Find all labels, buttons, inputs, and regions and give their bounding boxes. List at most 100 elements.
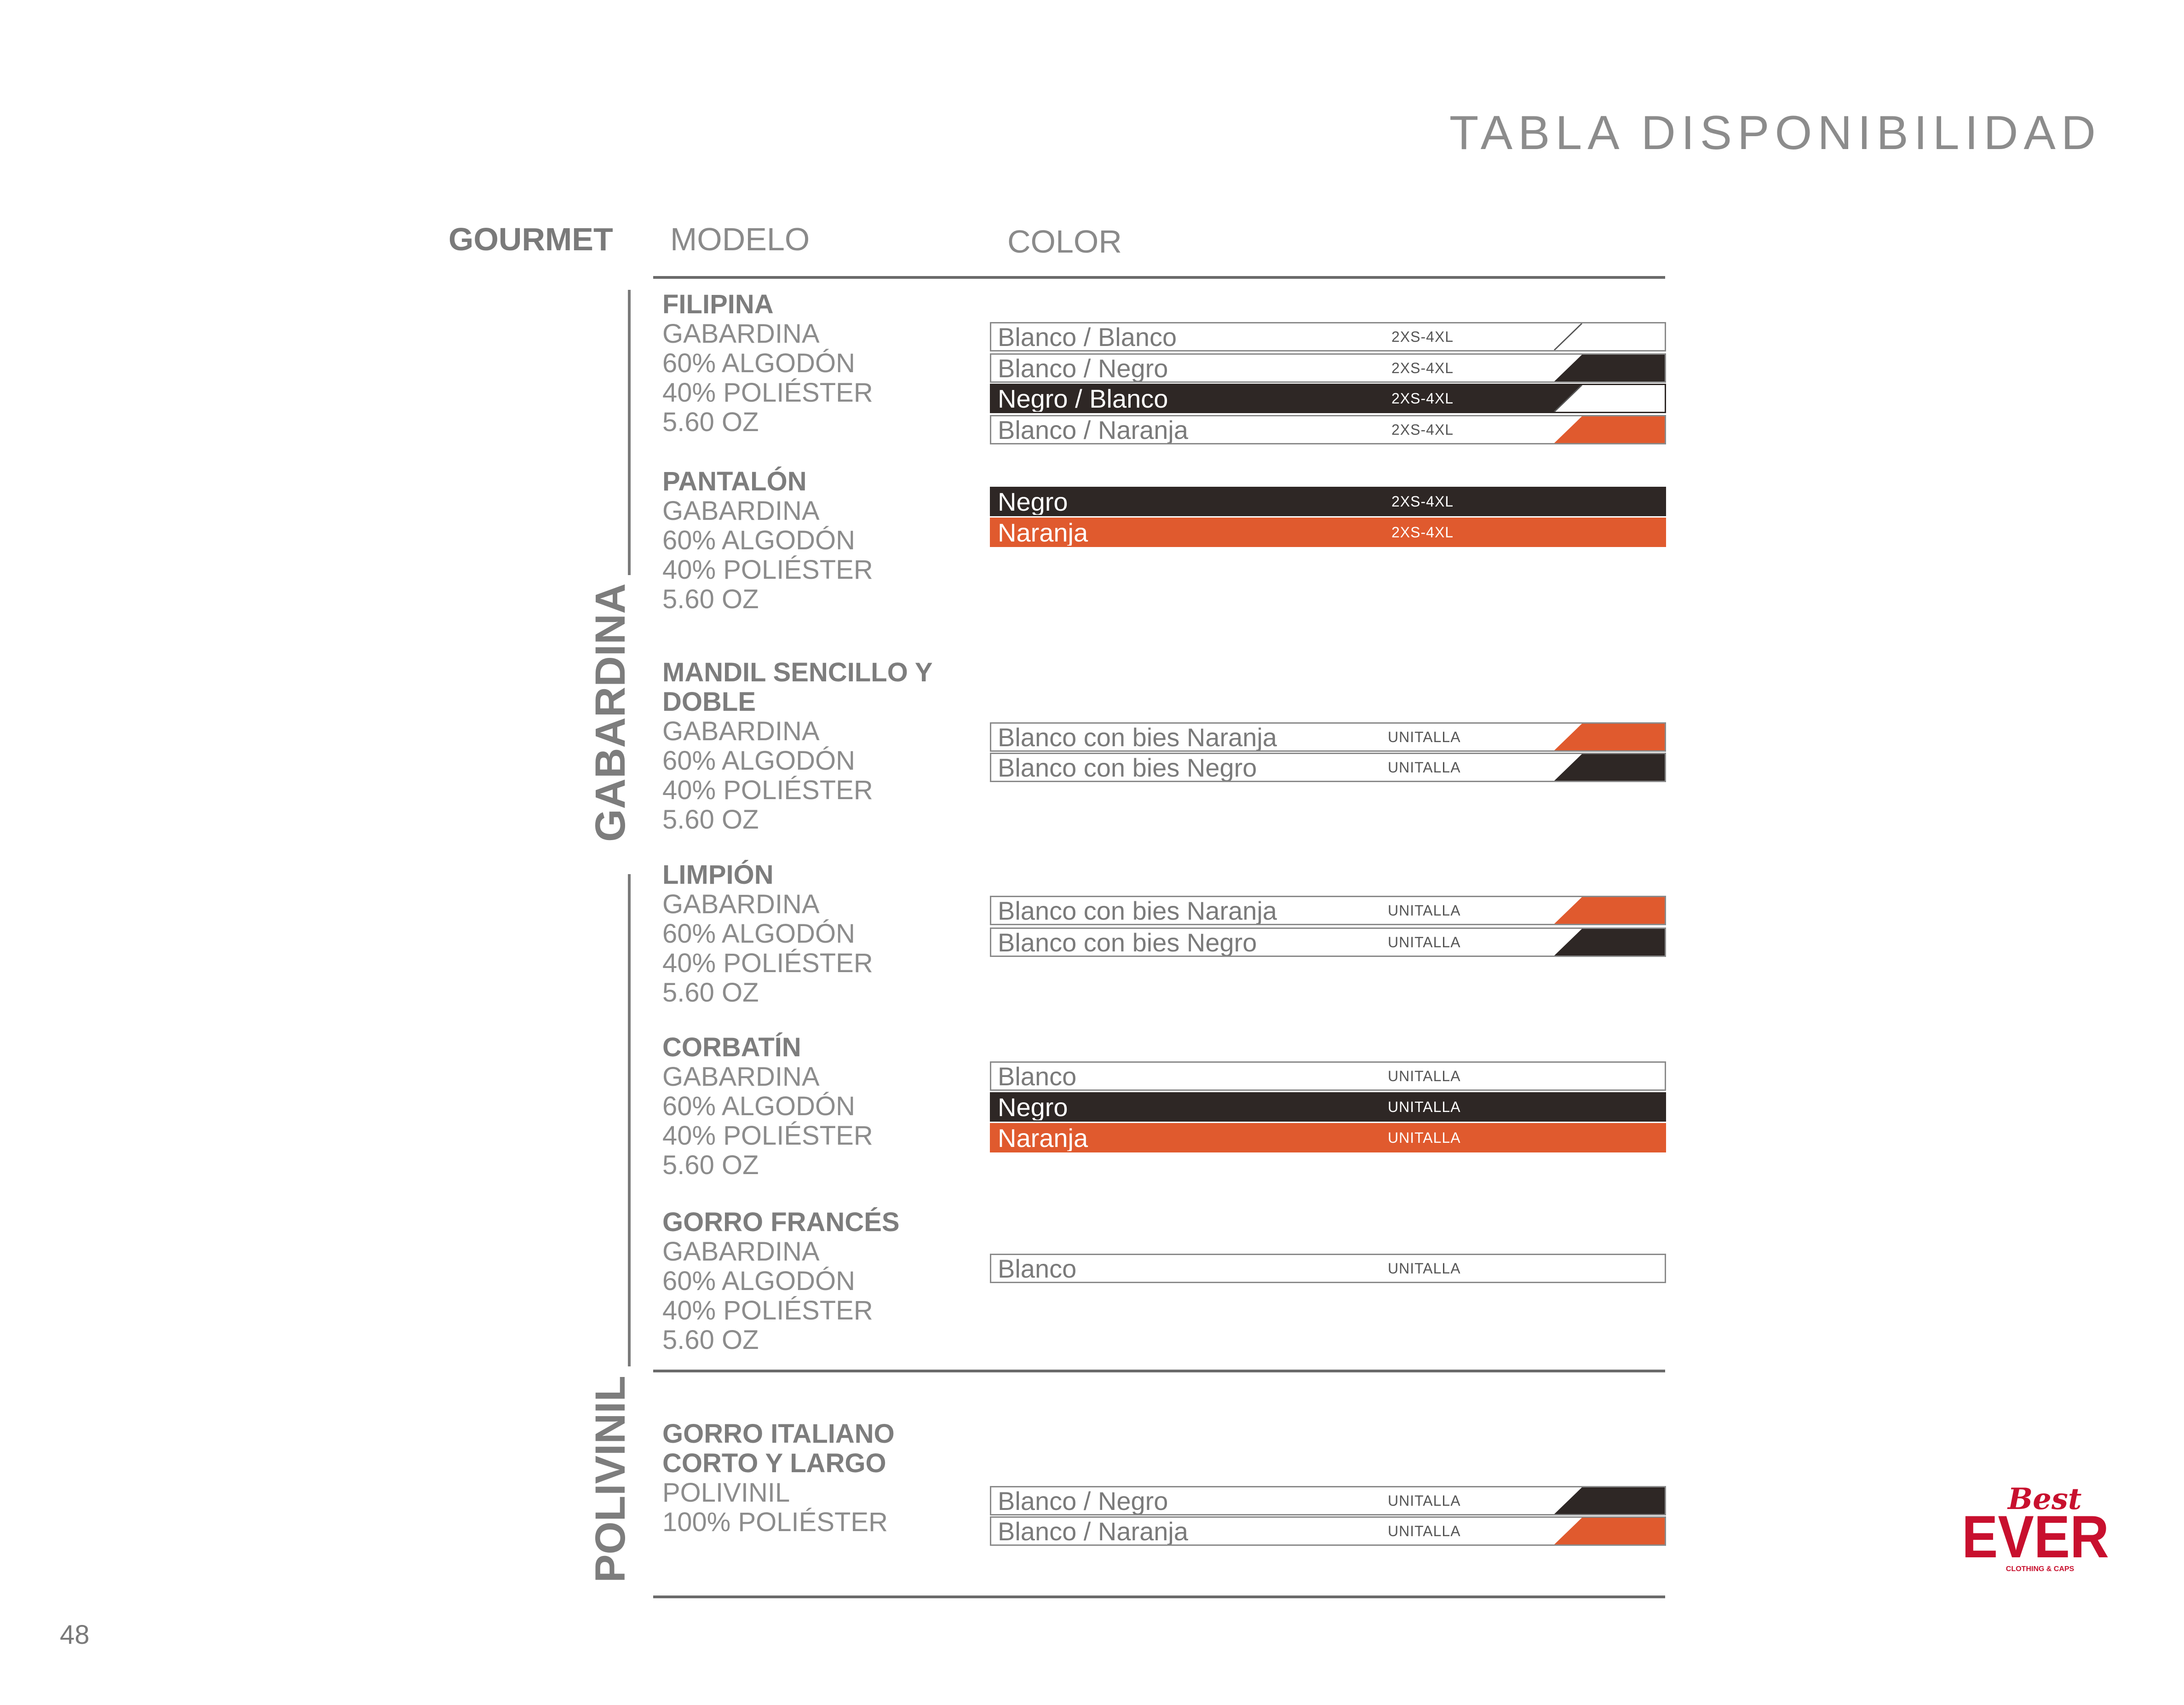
section-header: GOURMET: [448, 221, 613, 257]
color-swatch-icon: [1553, 323, 1665, 350]
size-range: UNITALLA: [1388, 1098, 1461, 1115]
color-row: Blanco con bies Negro UNITALLA: [990, 927, 1666, 957]
color-row: Negro / Blanco 2XS-4XL: [990, 384, 1666, 413]
product-spec-line: GABARDINA: [662, 889, 820, 919]
color-row: Blanco con bies Naranja UNITALLA: [990, 896, 1666, 925]
product-spec-line: POLIVINIL: [662, 1478, 790, 1508]
size-range: UNITALLA: [1388, 759, 1461, 776]
product-spec-line: 60% ALGODÓN: [662, 525, 856, 555]
color-swatch-icon: [1554, 724, 1665, 750]
product-spec-line: 40% POLIÉSTER: [662, 1296, 873, 1325]
brand-logo: Best EVER CLOTHING & CAPS: [1962, 1482, 2114, 1576]
color-label: Blanco: [998, 1254, 1077, 1283]
category-label-polivinil: POLIVINIL: [587, 1376, 634, 1583]
product-spec: FILIPINA GABARDINA 60% ALGODÓN 40% POLIÉSTE…: [662, 290, 873, 437]
color-label: Blanco con bies Naranja: [998, 722, 1277, 752]
product-spec-line: GABARDINA: [662, 1237, 820, 1267]
model-column-header: MODELO: [670, 221, 810, 257]
color-label: Blanco / Negro: [998, 1486, 1168, 1515]
product-name: FILIPINA: [662, 289, 774, 319]
color-label: Blanco con bies Negro: [998, 753, 1257, 782]
product-spec-line: 40% POLIÉSTER: [662, 1121, 873, 1151]
product-spec: LIMPIÓN GABARDINA 60% ALGODÓN 40% POLIÉSTER…: [662, 860, 873, 1008]
product-spec-line: 5.60 OZ: [662, 978, 759, 1008]
color-swatch-icon: [1554, 1487, 1665, 1514]
product-spec-line: 5.60 OZ: [662, 1325, 759, 1355]
color-row: Blanco UNITALLA: [990, 1254, 1666, 1283]
product-name: GORRO ITALIANO: [662, 1419, 895, 1449]
color-swatch-icon: [1554, 355, 1665, 381]
product-spec-line: 40% POLIÉSTER: [662, 555, 873, 585]
product-name: GORRO FRANCÉS: [662, 1207, 900, 1237]
size-range: 2XS-4XL: [1391, 390, 1454, 407]
svg-text:CLOTHING & CAPS: CLOTHING & CAPS: [2006, 1565, 2075, 1573]
product-spec-line: 5.60 OZ: [662, 1150, 759, 1180]
size-range: 2XS-4XL: [1391, 493, 1454, 510]
product-name: CORBATÍN: [662, 1032, 801, 1062]
size-range: 2XS-4XL: [1391, 328, 1454, 345]
size-range: UNITALLA: [1388, 1522, 1461, 1539]
product-spec-line: 5.60 OZ: [662, 805, 759, 835]
color-swatch-icon: [1554, 416, 1665, 443]
product-spec: CORBATÍN GABARDINA 60% ALGODÓN 40% POLIÉSTE…: [662, 1033, 873, 1180]
product-spec: PANTALÓN GABARDINA 60% ALGODÓN 40% POLIÉSTE…: [662, 467, 873, 614]
product-name: CORTO Y LARGO: [662, 1448, 886, 1478]
bottom-divider: [653, 1596, 1665, 1598]
color-row: Blanco / Blanco 2XS-4XL: [990, 322, 1666, 351]
product-spec-line: 5.60 OZ: [662, 584, 759, 614]
product-name: DOBLE: [662, 687, 756, 717]
color-label: Negro: [998, 1092, 1068, 1122]
color-swatch-icon: [1554, 754, 1665, 781]
color-row: Blanco UNITALLA: [990, 1061, 1666, 1091]
size-range: UNITALLA: [1388, 1492, 1461, 1509]
color-label: Blanco / Blanco: [998, 322, 1177, 351]
product-spec-line: 60% ALGODÓN: [662, 1091, 856, 1121]
color-label: Blanco / Naranja: [998, 415, 1189, 444]
size-range: UNITALLA: [1388, 1129, 1461, 1146]
color-label: Negro / Blanco: [998, 384, 1168, 413]
product-name: PANTALÓN: [662, 467, 807, 496]
color-label: Naranja: [998, 518, 1088, 547]
color-label: Blanco con bies Negro: [998, 927, 1257, 957]
color-label: Blanco / Negro: [998, 353, 1168, 383]
color-row: Naranja UNITALLA: [990, 1123, 1666, 1152]
color-row: Blanco / Naranja UNITALLA: [990, 1516, 1666, 1546]
category-divider: [653, 1370, 1665, 1372]
color-row: Naranja 2XS-4XL: [990, 518, 1666, 547]
svg-text:Best: Best: [2007, 1484, 2081, 1516]
color-row: Negro 2XS-4XL: [990, 487, 1666, 516]
size-range: 2XS-4XL: [1391, 359, 1454, 376]
product-spec-line: GABARDINA: [662, 319, 820, 349]
product-spec-line: 60% ALGODÓN: [662, 746, 856, 776]
product-spec-line: 60% ALGODÓN: [662, 348, 856, 378]
color-swatch-icon: [1554, 929, 1665, 956]
product-spec-line: 40% POLIÉSTER: [662, 775, 873, 805]
product-spec-line: 40% POLIÉSTER: [662, 948, 873, 978]
color-swatch-icon: [1553, 385, 1665, 412]
color-label: Naranja: [998, 1123, 1088, 1152]
best-ever-logo-icon: Best EVER CLOTHING & CAPS: [1962, 1482, 2109, 1573]
size-range: UNITALLA: [1388, 728, 1461, 745]
size-range: 2XS-4XL: [1391, 421, 1454, 438]
color-row: Blanco con bies Naranja UNITALLA: [990, 722, 1666, 752]
product-spec: GORRO FRANCÉS GABARDINA 60% ALGODÓN 40% POL…: [662, 1208, 900, 1355]
product-spec-line: GABARDINA: [662, 496, 820, 526]
header-divider: [653, 276, 1665, 279]
color-row: Blanco con bies Negro UNITALLA: [990, 753, 1666, 782]
size-range: UNITALLA: [1388, 902, 1461, 919]
color-label: Blanco / Naranja: [998, 1516, 1189, 1546]
product-spec-line: GABARDINA: [662, 716, 820, 746]
color-swatch-icon: [1554, 897, 1665, 924]
page-title: TABLA DISPONIBILIDAD: [1449, 106, 2101, 160]
product-spec-line: 60% ALGODÓN: [662, 1266, 856, 1296]
product-spec-line: 5.60 OZ: [662, 407, 759, 437]
color-label: Negro: [998, 487, 1068, 516]
color-row: Blanco / Negro 2XS-4XL: [990, 353, 1666, 383]
size-range: UNITALLA: [1388, 933, 1461, 950]
color-column-header: COLOR: [1007, 224, 1122, 259]
color-row: Negro UNITALLA: [990, 1092, 1666, 1122]
product-spec: MANDIL SENCILLO Y DOBLE GABARDINA 60% ALGOD…: [662, 658, 933, 835]
gabardina-bracket-bottom: [628, 874, 631, 1366]
gabardina-bracket-top: [628, 290, 631, 575]
page-number: 48: [60, 1620, 90, 1650]
